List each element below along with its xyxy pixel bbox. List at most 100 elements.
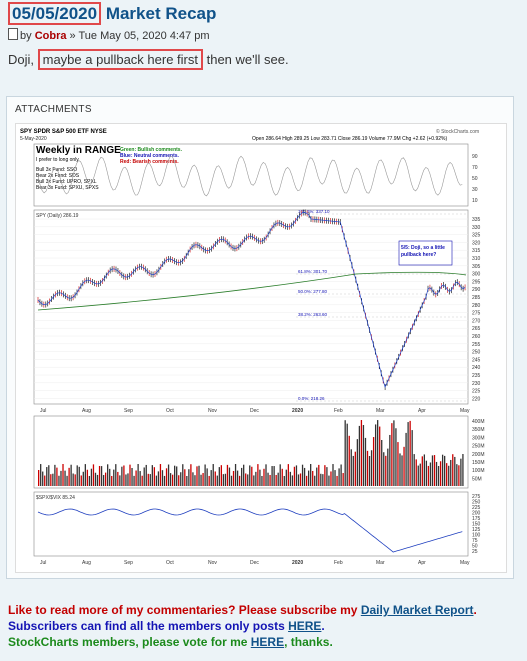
fund-line: Bull 3x Fund: SSO	[36, 167, 77, 173]
author-link[interactable]: Cobra	[34, 30, 67, 42]
footer-line-3-text: StockCharts members, please vote for me	[8, 635, 251, 649]
volume-bar	[287, 464, 289, 486]
volume-bar	[395, 428, 397, 486]
volume-bar	[72, 473, 74, 486]
fund-line: Bear 2x Fund: SDS	[36, 173, 80, 179]
axis-tick: 335	[472, 217, 481, 223]
volume-bar	[38, 470, 40, 486]
volume-bar	[147, 473, 149, 486]
volume-bar	[249, 465, 251, 486]
month-label: Oct	[166, 408, 174, 414]
axis-tick: 25	[472, 549, 478, 555]
axis-tick: 330	[472, 225, 481, 231]
volume-bar	[234, 464, 237, 486]
volume-bar	[80, 475, 82, 486]
volume-bar	[381, 440, 383, 486]
volume-bar	[111, 475, 113, 486]
month-label: Mar	[376, 408, 385, 414]
month-label: Apr	[418, 408, 426, 414]
volume-bar	[117, 471, 119, 486]
volume-bar	[171, 474, 174, 486]
volume-bar	[322, 474, 324, 486]
axis-tick: 275	[472, 311, 481, 317]
members-posts-link[interactable]: HERE	[288, 619, 322, 633]
volume-bar	[40, 464, 42, 486]
axis-tick: 150	[472, 522, 481, 528]
month-label: Nov	[208, 560, 217, 566]
price-label: SPY (Daily) 286.19	[36, 213, 79, 219]
volume-bar	[251, 466, 253, 486]
volume-bar	[155, 475, 158, 486]
legend-item: Blue: Neutral comments.	[120, 153, 180, 159]
post-body: Doji, maybe a pullback here first then w…	[8, 49, 289, 70]
volume-bar	[383, 452, 385, 486]
volume-bar	[462, 454, 464, 486]
volume-bar	[456, 464, 458, 486]
axis-tick: 200M	[472, 452, 485, 458]
axis-tick: 100	[472, 533, 481, 539]
vote-link[interactable]: HERE	[250, 635, 285, 649]
axis-tick: 320	[472, 240, 481, 246]
volume-bar	[358, 425, 361, 486]
volume-bar	[143, 467, 145, 486]
volume-bar	[253, 475, 255, 486]
volume-bar	[131, 468, 133, 486]
annotation-box	[398, 240, 453, 266]
annotation-line-2: pullback here?	[401, 252, 436, 258]
volume-bar	[257, 464, 259, 486]
chart-main-title: Weekly in RANGE	[36, 145, 121, 156]
volume-bar	[52, 473, 54, 486]
fund-line: Bull 3x Fund: UPRO, SPXL	[36, 179, 97, 185]
fib-label: 61.8%: 301.70	[298, 269, 328, 274]
chart-legend: Green: Bullish comments.Blue: Neutral co…	[120, 147, 183, 165]
volume-bar	[397, 442, 399, 486]
volume-bar	[448, 465, 450, 486]
volume-bar	[320, 473, 322, 486]
footer-line-1-text: Like to read more of my commentaries? Pl…	[8, 603, 361, 617]
legend-item: Red: Bearish comments.	[120, 159, 179, 165]
meta-separator: »	[66, 30, 79, 42]
volume-bar	[127, 473, 129, 486]
month-label: Oct	[166, 560, 174, 566]
volume-bar	[241, 467, 243, 486]
month-label: Aug	[82, 408, 91, 414]
fund-line: Bear 3x Fund: SPXU, SPXS	[36, 185, 99, 191]
volume-bar	[210, 470, 212, 486]
month-label: Aug	[82, 560, 91, 566]
volume-bar	[346, 423, 348, 486]
axis-tick: 100M	[472, 468, 485, 474]
month-label: May	[460, 560, 470, 566]
axis-tick: 290	[472, 287, 481, 293]
volume-bar	[263, 468, 265, 486]
volume-bar	[169, 473, 172, 486]
volume-bar	[374, 424, 377, 486]
volume-bar	[60, 470, 62, 486]
volume-bar	[377, 420, 379, 486]
footer-line-1-end: .	[473, 603, 477, 617]
volume-bar	[450, 459, 452, 486]
volume-bar	[220, 465, 222, 486]
volume-bar	[70, 464, 72, 486]
volume-bar	[198, 465, 200, 486]
axis-tick: 250M	[472, 444, 485, 450]
volume-bar	[409, 420, 411, 486]
footer-line-3: StockCharts members, please vote for me …	[8, 634, 477, 650]
volume-bar	[82, 471, 84, 486]
post-title[interactable]: 05/05/2020 Market Recap	[8, 2, 216, 25]
volume-bar	[145, 464, 147, 486]
month-label: Dec	[250, 560, 259, 566]
volume-bar	[232, 470, 235, 486]
body-text-start: Doji,	[8, 52, 38, 67]
chart-image[interactable]: SPY SPDR S&P 500 ETF NYSE 5-May-2020 Ope…	[15, 123, 507, 573]
attachments-box: ATTACHMENTS SPY SPDR S&P 500 ETF NYSE 5-…	[6, 96, 514, 579]
chart-source: © StockCharts.com	[436, 128, 479, 135]
volume-bar	[196, 466, 198, 486]
volume-bar	[336, 475, 338, 486]
volume-bar	[326, 467, 328, 486]
axis-tick: 250	[472, 500, 481, 506]
volume-bar	[444, 455, 446, 486]
daily-market-report-link[interactable]: Daily Market Report	[360, 603, 474, 617]
volume-bar	[151, 465, 153, 486]
volume-bar	[360, 420, 363, 486]
volume-bar	[102, 475, 105, 486]
